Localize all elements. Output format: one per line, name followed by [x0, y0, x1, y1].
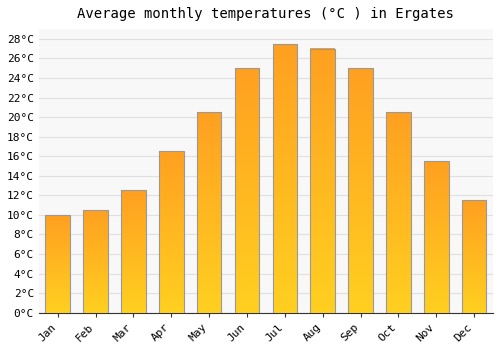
Bar	[84, 210, 108, 313]
Bar	[424, 161, 448, 313]
Bar	[310, 49, 335, 313]
Bar	[386, 112, 410, 313]
Bar	[462, 200, 486, 313]
Title: Average monthly temperatures (°C ) in Ergates: Average monthly temperatures (°C ) in Er…	[78, 7, 454, 21]
Bar	[46, 215, 70, 313]
Bar	[121, 190, 146, 313]
Bar	[348, 68, 373, 313]
Bar	[197, 112, 222, 313]
Bar	[272, 44, 297, 313]
Bar	[159, 151, 184, 313]
Bar	[234, 68, 260, 313]
